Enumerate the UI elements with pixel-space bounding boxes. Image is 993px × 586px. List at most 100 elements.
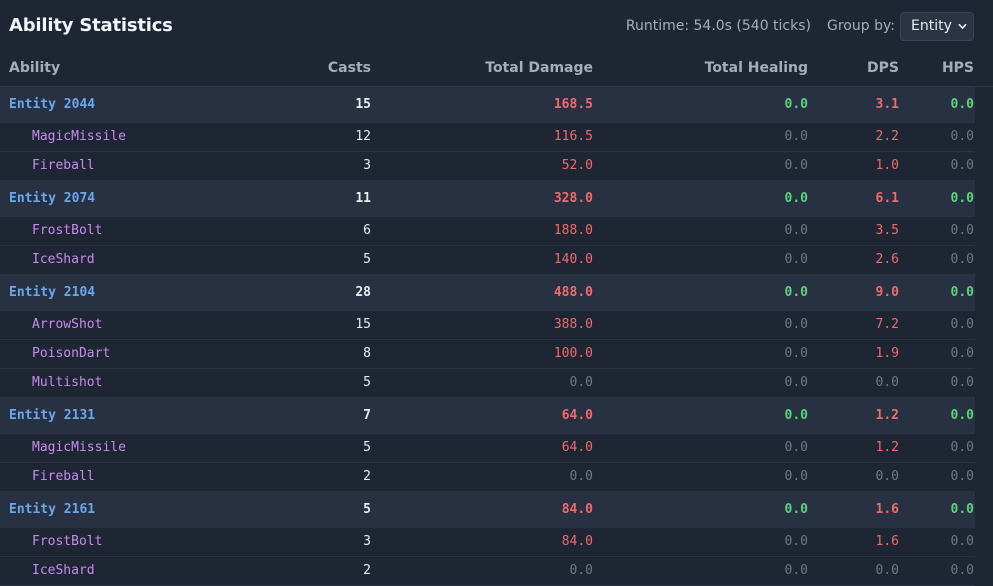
casts-value: 11 <box>355 191 371 206</box>
chevron-down-icon <box>958 23 967 29</box>
column-header-total-damage[interactable]: Total Damage <box>485 60 593 76</box>
entity-group-row[interactable]: Entity 2074 11 328.0 0.0 6.1 0.0 <box>0 181 975 217</box>
hps-value: 0.0 <box>950 252 974 267</box>
hps-value: 0.0 <box>950 191 974 206</box>
dps-value: 1.6 <box>875 534 899 549</box>
ability-name: FrostBolt <box>32 223 103 238</box>
total-healing-value: 0.0 <box>784 252 808 267</box>
column-header-ability[interactable]: Ability <box>9 60 61 76</box>
entity-name: Entity 2044 <box>9 97 96 112</box>
hps-value: 0.0 <box>950 97 974 112</box>
hps-value: 0.0 <box>950 285 974 300</box>
column-header-dps[interactable]: DPS <box>867 60 899 76</box>
total-healing-value: 0.0 <box>784 502 808 517</box>
runtime-readout: Runtime: 54.0s (540 ticks) <box>625 18 811 34</box>
hps-value: 0.0 <box>950 534 974 549</box>
dps-value: 0.0 <box>875 563 899 578</box>
hps-value: 0.0 <box>950 408 974 423</box>
entity-group-row[interactable]: Entity 2104 28 488.0 0.0 9.0 0.0 <box>0 275 975 311</box>
dps-value: 3.1 <box>875 97 899 112</box>
dps-value: 1.2 <box>875 408 899 423</box>
total-healing-value: 0.0 <box>784 534 808 549</box>
total-damage-value: 100.0 <box>553 346 593 361</box>
total-damage-value: 64.0 <box>561 440 593 455</box>
dps-value: 1.0 <box>875 158 899 173</box>
total-damage-value: 328.0 <box>553 191 593 206</box>
ability-row: PoisonDart 8 100.0 0.0 1.9 0.0 <box>0 340 975 369</box>
entity-name: Entity 2131 <box>9 408 96 423</box>
total-healing-value: 0.0 <box>784 440 808 455</box>
ability-row: FrostBolt 3 84.0 0.0 1.6 0.0 <box>0 528 975 557</box>
ability-name: PoisonDart <box>32 346 111 361</box>
ability-row: ArrowShot 15 388.0 0.0 7.2 0.0 <box>0 311 975 340</box>
casts-value: 3 <box>363 534 371 549</box>
hps-value: 0.0 <box>950 346 974 361</box>
total-damage-value: 84.0 <box>561 534 593 549</box>
total-damage-value: 0.0 <box>569 563 593 578</box>
ability-name: MagicMissile <box>32 129 126 144</box>
casts-value: 6 <box>363 223 371 238</box>
ability-row: MagicMissile 12 116.5 0.0 2.2 0.0 <box>0 123 975 152</box>
entity-name: Entity 2104 <box>9 285 96 300</box>
casts-value: 28 <box>355 285 371 300</box>
casts-value: 3 <box>363 158 371 173</box>
group-by-select[interactable]: Entity <box>900 12 974 41</box>
casts-value: 15 <box>355 97 371 112</box>
column-header-casts[interactable]: Casts <box>327 60 371 76</box>
ability-name: ArrowShot <box>32 317 103 332</box>
total-damage-value: 52.0 <box>561 158 593 173</box>
column-header-total-healing[interactable]: Total Healing <box>704 60 808 76</box>
ability-name: IceShard <box>32 252 95 267</box>
ability-row: IceShard 2 0.0 0.0 0.0 0.0 <box>0 557 975 586</box>
total-healing-value: 0.0 <box>784 346 808 361</box>
total-damage-value: 140.0 <box>553 252 593 267</box>
ability-name: Fireball <box>32 158 95 173</box>
total-damage-value: 188.0 <box>553 223 593 238</box>
dps-value: 7.2 <box>875 317 899 332</box>
ability-row: MagicMissile 5 64.0 0.0 1.2 0.0 <box>0 434 975 463</box>
casts-value: 15 <box>355 317 371 332</box>
dps-value: 1.6 <box>875 502 899 517</box>
casts-value: 5 <box>363 375 371 390</box>
entity-group-row[interactable]: Entity 2131 7 64.0 0.0 1.2 0.0 <box>0 398 975 434</box>
ability-row: Fireball 3 52.0 0.0 1.0 0.0 <box>0 152 975 181</box>
ability-name: Fireball <box>32 469 95 484</box>
casts-value: 2 <box>363 469 371 484</box>
group-by-value: Entity <box>911 18 952 34</box>
dps-value: 3.5 <box>875 223 899 238</box>
hps-value: 0.0 <box>950 375 974 390</box>
total-healing-value: 0.0 <box>784 469 808 484</box>
ability-name: IceShard <box>32 563 95 578</box>
dps-value: 2.6 <box>875 252 899 267</box>
total-healing-value: 0.0 <box>784 317 808 332</box>
total-healing-value: 0.0 <box>784 375 808 390</box>
total-damage-value: 84.0 <box>561 502 593 517</box>
total-healing-value: 0.0 <box>784 563 808 578</box>
stats-header: Ability Statistics Runtime: 54.0s (540 t… <box>0 0 993 54</box>
dps-value: 2.2 <box>875 129 899 144</box>
total-healing-value: 0.0 <box>784 408 808 423</box>
total-damage-value: 0.0 <box>569 469 593 484</box>
hps-value: 0.0 <box>950 317 974 332</box>
entity-group-row[interactable]: Entity 2161 5 84.0 0.0 1.6 0.0 <box>0 492 975 528</box>
total-damage-value: 388.0 <box>553 317 593 332</box>
hps-value: 0.0 <box>950 129 974 144</box>
total-healing-value: 0.0 <box>784 191 808 206</box>
dps-value: 6.1 <box>875 191 899 206</box>
dps-value: 0.0 <box>875 469 899 484</box>
total-healing-value: 0.0 <box>784 285 808 300</box>
casts-value: 5 <box>363 502 371 517</box>
hps-value: 0.0 <box>950 502 974 517</box>
casts-value: 5 <box>363 440 371 455</box>
total-healing-value: 0.0 <box>784 223 808 238</box>
entity-group-row[interactable]: Entity 2044 15 168.5 0.0 3.1 0.0 <box>0 87 975 123</box>
entity-name: Entity 2161 <box>9 502 96 517</box>
ability-name: FrostBolt <box>32 534 103 549</box>
casts-value: 5 <box>363 252 371 267</box>
total-healing-value: 0.0 <box>784 158 808 173</box>
ability-table-body: Entity 2044 15 168.5 0.0 3.1 0.0 MagicMissile 1… <box>0 87 975 586</box>
column-header-hps[interactable]: HPS <box>941 60 974 76</box>
total-damage-value: 64.0 <box>561 408 593 423</box>
total-damage-value: 168.5 <box>553 97 593 112</box>
hps-value: 0.0 <box>950 563 974 578</box>
